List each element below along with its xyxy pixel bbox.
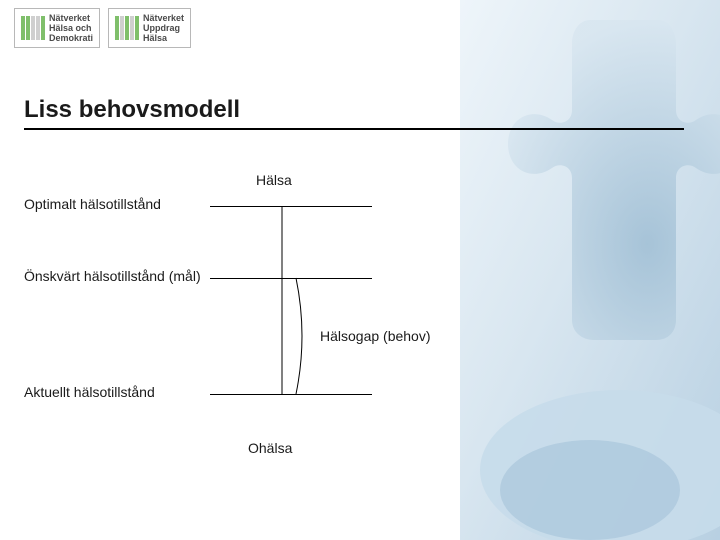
background-puzzle xyxy=(460,0,720,540)
logo-natverket-uppdrag-halsa: Nätverket Uppdrag Hälsa xyxy=(108,8,191,48)
page-title: Liss behovsmodell xyxy=(24,96,684,130)
gap-curve xyxy=(296,278,302,394)
diagram-svg xyxy=(24,150,484,480)
logo-text: Nätverket Hälsa och Demokrati xyxy=(49,13,93,43)
logo-bars xyxy=(115,16,139,40)
logo-row: Nätverket Hälsa och Demokrati Nätverket … xyxy=(14,8,191,48)
logo-text: Nätverket Uppdrag Hälsa xyxy=(143,13,184,43)
logo-natverket-halsa-demokrati: Nätverket Hälsa och Demokrati xyxy=(14,8,100,48)
logo-bars xyxy=(21,16,45,40)
liss-model-diagram: Hälsa Optimalt hälsotillstånd Önskvärt h… xyxy=(24,150,484,480)
